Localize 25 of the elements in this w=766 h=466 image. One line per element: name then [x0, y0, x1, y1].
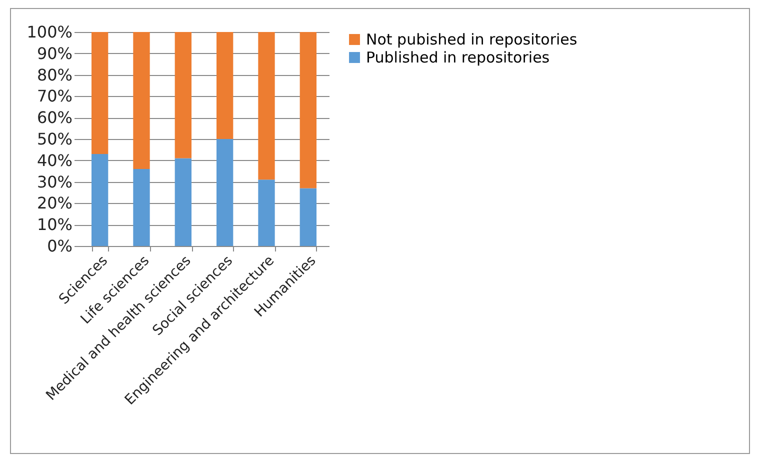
bar — [300, 32, 316, 188]
y-tick-label: 50% — [36, 130, 72, 148]
bar — [174, 158, 192, 246]
bar — [174, 32, 192, 158]
y-tick-label: 100% — [26, 22, 72, 42]
bar — [92, 154, 108, 246]
y-tick-label: 80% — [36, 65, 72, 84]
y-tick-label: 90% — [36, 44, 72, 63]
y-tick-label: 30% — [36, 172, 72, 192]
y-tick-label: 10% — [36, 215, 72, 234]
y-tick-label: 70% — [36, 86, 72, 106]
bar — [216, 139, 234, 246]
legend-label: Not pubished in repositories — [366, 30, 578, 48]
bar — [92, 32, 108, 154]
bar — [133, 32, 150, 169]
bar — [300, 188, 316, 246]
bar — [133, 168, 150, 246]
bar — [216, 32, 234, 139]
bar — [258, 180, 275, 246]
y-tick-label: 40% — [36, 150, 72, 170]
y-tick-label: 0% — [47, 236, 72, 256]
bar — [258, 32, 275, 180]
y-tick-label: 60% — [36, 108, 72, 128]
y-tick-label: 20% — [36, 194, 72, 213]
legend-label: Published in repositories — [366, 48, 550, 66]
